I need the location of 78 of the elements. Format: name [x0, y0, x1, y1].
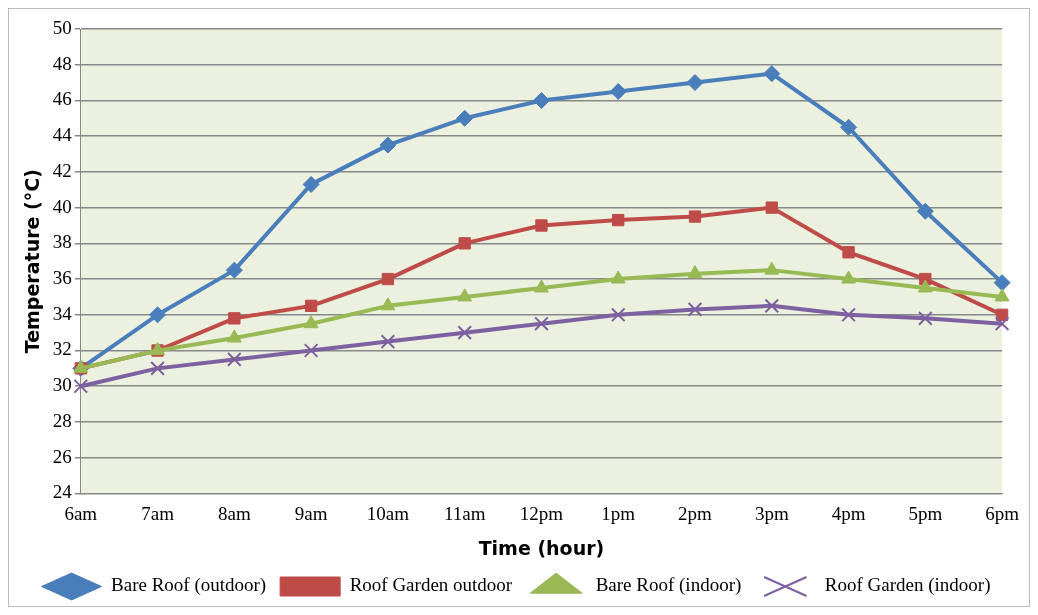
- x-tick-label: 3pm: [754, 502, 789, 524]
- point: [534, 279, 549, 293]
- point: [612, 213, 625, 227]
- y-tick-label: 48: [52, 52, 72, 74]
- y-tick-label: 40: [52, 195, 72, 217]
- point: [225, 261, 243, 279]
- point: [302, 175, 320, 193]
- point: [994, 316, 1010, 332]
- x-tick-label: 11am: [443, 502, 486, 524]
- point: [916, 202, 934, 220]
- point: [532, 91, 550, 109]
- y-tick-label: 36: [52, 267, 72, 289]
- point: [380, 297, 396, 311]
- point: [764, 298, 780, 314]
- point: [765, 201, 778, 214]
- y-tick-label: 50: [52, 16, 72, 38]
- point: [381, 272, 395, 286]
- point: [687, 302, 703, 317]
- y-tick-label: 32: [52, 338, 72, 360]
- point: [840, 118, 858, 136]
- point: [150, 361, 165, 376]
- point: [304, 299, 318, 313]
- point: [457, 325, 473, 341]
- point: [380, 334, 396, 349]
- x-tick-label: 6am: [64, 502, 98, 524]
- point: [687, 265, 703, 279]
- legend-label: Roof Garden (indoor): [824, 574, 991, 597]
- point: [917, 310, 933, 326]
- point: [764, 261, 780, 275]
- point: [303, 315, 319, 329]
- point: [841, 307, 856, 323]
- y-tick-label: 42: [52, 159, 72, 181]
- point: [535, 219, 548, 232]
- x-tick-label: 10am: [366, 502, 410, 524]
- x-tick-label: 5pm: [908, 502, 943, 524]
- x-tick-label: 6pm: [985, 502, 1020, 524]
- point: [458, 237, 471, 250]
- x-tick-label: 2pm: [678, 502, 713, 524]
- y-axis-title: Temperature (°C): [21, 169, 44, 354]
- x-tick-label: 7am: [141, 502, 175, 524]
- x-tick-label: 12pm: [519, 502, 564, 524]
- point: [842, 246, 855, 259]
- y-tick-label: 28: [52, 409, 72, 431]
- point: [457, 288, 473, 302]
- point: [917, 279, 933, 293]
- point: [303, 343, 319, 358]
- y-tick-label: 46: [52, 88, 72, 110]
- point: [763, 65, 781, 83]
- y-tick-label: 30: [52, 374, 72, 396]
- legend-label: Bare Roof (outdoor): [111, 574, 267, 597]
- x-axis-title: Time (hour): [478, 536, 605, 559]
- legend-label: Roof Garden outdoor: [349, 574, 513, 596]
- point: [993, 274, 1011, 292]
- x-tick-label: 8am: [217, 502, 251, 524]
- point: [226, 329, 242, 343]
- point: [228, 312, 241, 325]
- point: [610, 270, 626, 284]
- point: [610, 307, 626, 323]
- x-tick-label: 1pm: [601, 502, 636, 524]
- y-tick-label: 34: [52, 302, 73, 324]
- point: [73, 378, 89, 394]
- point: [841, 270, 856, 284]
- point: [609, 83, 627, 101]
- y-tick-label: 26: [52, 445, 72, 467]
- point: [688, 210, 702, 223]
- point: [686, 74, 704, 92]
- point: [534, 316, 549, 332]
- legend-label: Bare Roof (indoor): [595, 574, 742, 597]
- x-tick-label: 9am: [294, 502, 328, 524]
- point: [226, 352, 242, 367]
- x-tick-label: 4pm: [831, 502, 866, 524]
- point: [994, 288, 1010, 302]
- y-tick-label: 44: [52, 124, 73, 146]
- point: [149, 306, 167, 324]
- point: [456, 109, 474, 127]
- y-tick-label: 24: [52, 481, 73, 503]
- y-tick-label: 38: [52, 231, 72, 253]
- point: [379, 136, 397, 154]
